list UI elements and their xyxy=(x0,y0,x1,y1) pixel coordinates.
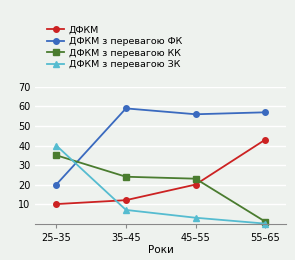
ДФКМ з перевагою ЗК xyxy=(55,144,58,147)
Line: ДФКМ з перевагою КК: ДФКМ з перевагою КК xyxy=(53,152,268,224)
ДФКМ з перевагою КК xyxy=(124,175,128,178)
Line: ДФКМ з перевагою ФК: ДФКМ з перевагою ФК xyxy=(53,106,268,187)
ДФКМ xyxy=(263,138,267,141)
ДФКМ з перевагою ФК xyxy=(124,107,128,110)
ДФКМ з перевагою ФК xyxy=(194,113,197,116)
ДФКМ з перевагою КК xyxy=(55,154,58,157)
ДФКМ xyxy=(55,203,58,206)
Line: ДФКМ з перевагою ЗК: ДФКМ з перевагою ЗК xyxy=(53,143,268,226)
Legend: ДФКМ, ДФКМ з перевагою ФК, ДФКМ з перевагою КК, ДФКМ з перевагою ЗК: ДФКМ, ДФКМ з перевагою ФК, ДФКМ з перева… xyxy=(45,23,184,71)
ДФКМ xyxy=(124,199,128,202)
ДФКМ з перевагою ЗК xyxy=(194,216,197,219)
ДФКМ з перевагою ФК xyxy=(263,111,267,114)
ДФКМ з перевагою КК xyxy=(263,220,267,223)
ДФКМ з перевагою ЗК xyxy=(124,208,128,211)
ДФКМ xyxy=(194,183,197,186)
ДФКМ з перевагою ЗК xyxy=(263,222,267,225)
ДФКМ з перевагою КК xyxy=(194,177,197,180)
Line: ДФКМ: ДФКМ xyxy=(53,137,268,207)
X-axis label: Роки: Роки xyxy=(148,245,174,255)
ДФКМ з перевагою ФК xyxy=(55,183,58,186)
